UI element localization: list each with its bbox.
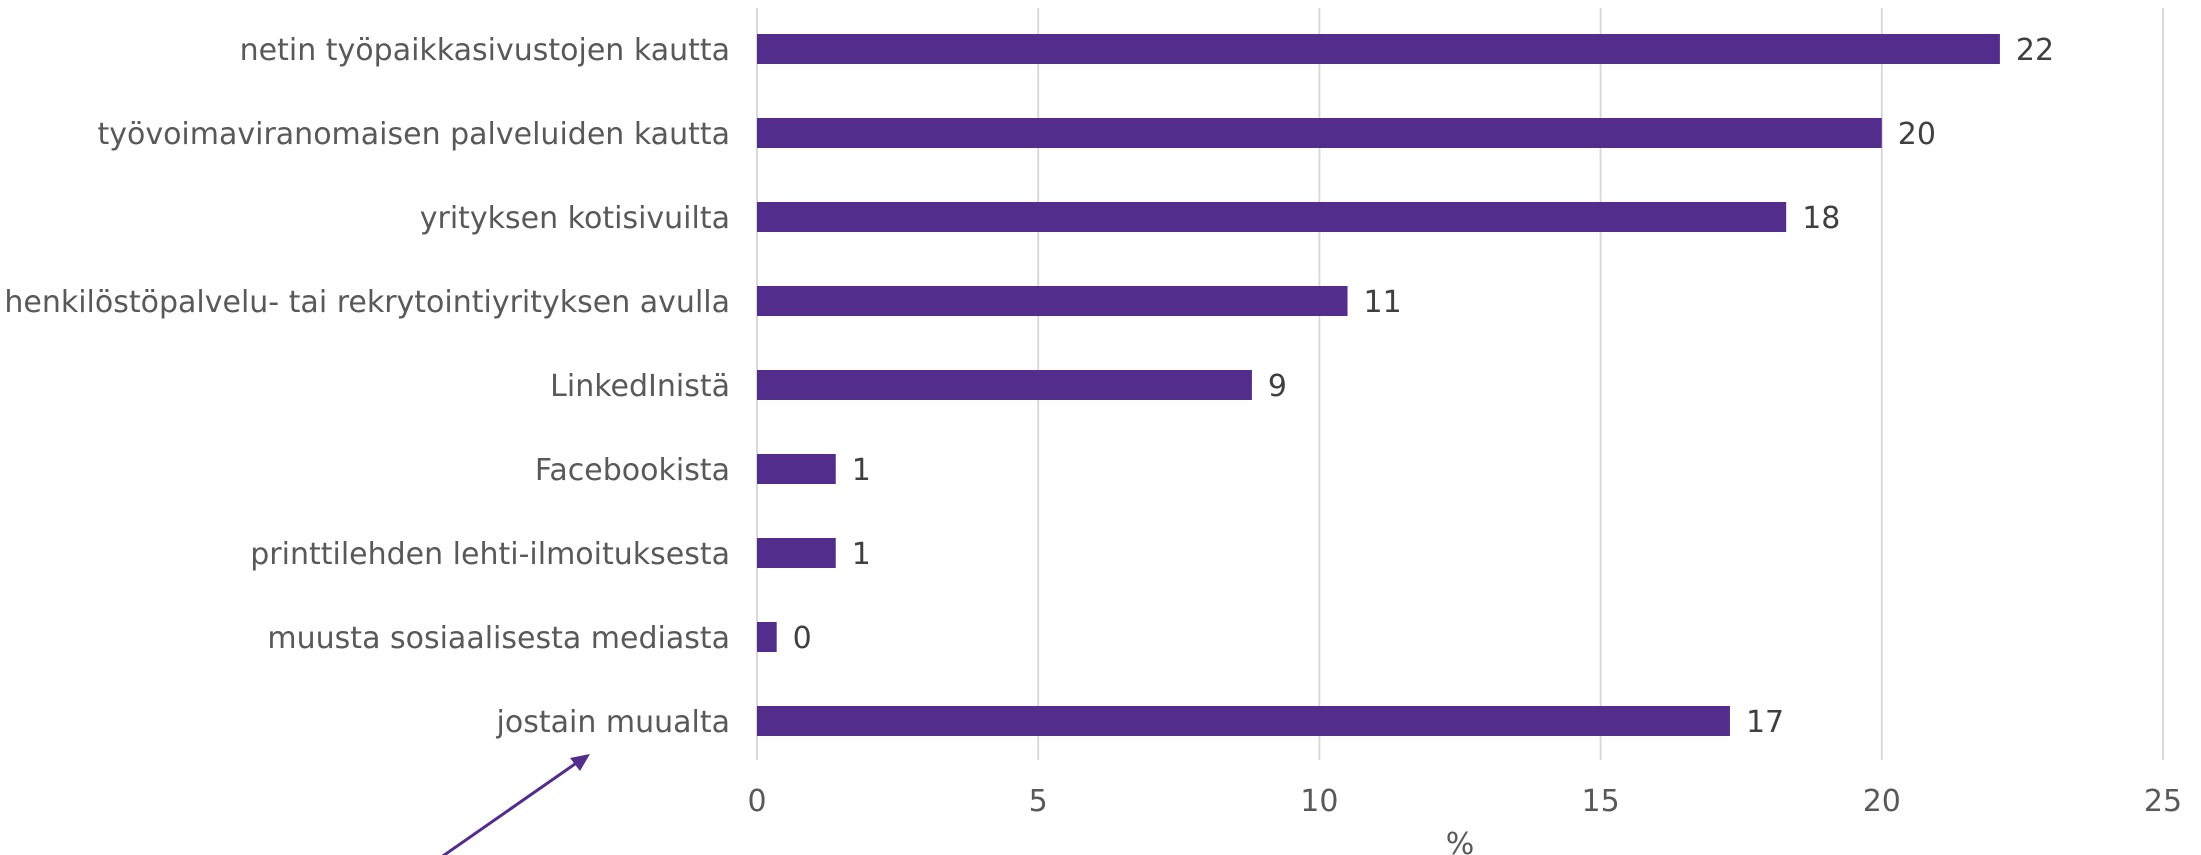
bar <box>757 370 1252 400</box>
category-label: jostain muualta <box>496 705 730 740</box>
category-label: LinkedInistä <box>550 369 730 404</box>
category-label: printtilehden lehti-ilmoituksesta <box>250 537 730 572</box>
data-label: 22 <box>2016 33 2054 68</box>
x-tick-label: 20 <box>1863 784 1901 819</box>
bar <box>757 706 1730 736</box>
data-label: 20 <box>1898 117 1936 152</box>
x-axis-title: % <box>1446 827 1475 855</box>
annotation-arrow-line <box>441 755 586 855</box>
data-label: 1 <box>852 537 871 572</box>
bar <box>757 622 777 652</box>
data-label: 9 <box>1268 369 1287 404</box>
data-label: 1 <box>852 453 871 488</box>
bar <box>757 538 836 568</box>
bar <box>757 286 1348 316</box>
category-label: netin työpaikkasivustojen kautta <box>240 33 730 68</box>
category-label: työvoimaviranomaisen palveluiden kautta <box>97 117 730 152</box>
category-label: henkilöstöpalvelu- tai rekrytointiyrityk… <box>4 285 730 320</box>
annotation-arrow <box>441 754 590 855</box>
category-label: yrityksen kotisivuilta <box>420 201 730 236</box>
bar <box>757 34 2000 64</box>
data-label: 11 <box>1364 285 1402 320</box>
bar <box>757 454 836 484</box>
x-axis-ticks: 0 5 10 15 20 25 <box>747 784 2182 819</box>
category-label: muusta sosiaalisesta mediasta <box>267 621 730 656</box>
annotation-arrow-head <box>570 754 590 771</box>
x-tick-label: 25 <box>2144 784 2182 819</box>
category-label: Facebookista <box>535 453 730 488</box>
data-label: 0 <box>793 621 812 656</box>
x-tick-label: 15 <box>1582 784 1620 819</box>
x-tick-label: 5 <box>1029 784 1048 819</box>
category-labels: netin työpaikkasivustojen kautta työvoima… <box>4 33 730 740</box>
bars <box>757 34 2000 736</box>
bar <box>757 118 1882 148</box>
data-label: 18 <box>1802 201 1840 236</box>
bar <box>757 202 1787 232</box>
x-tick-label: 0 <box>747 784 766 819</box>
data-label: 17 <box>1746 705 1784 740</box>
x-tick-label: 10 <box>1300 784 1338 819</box>
